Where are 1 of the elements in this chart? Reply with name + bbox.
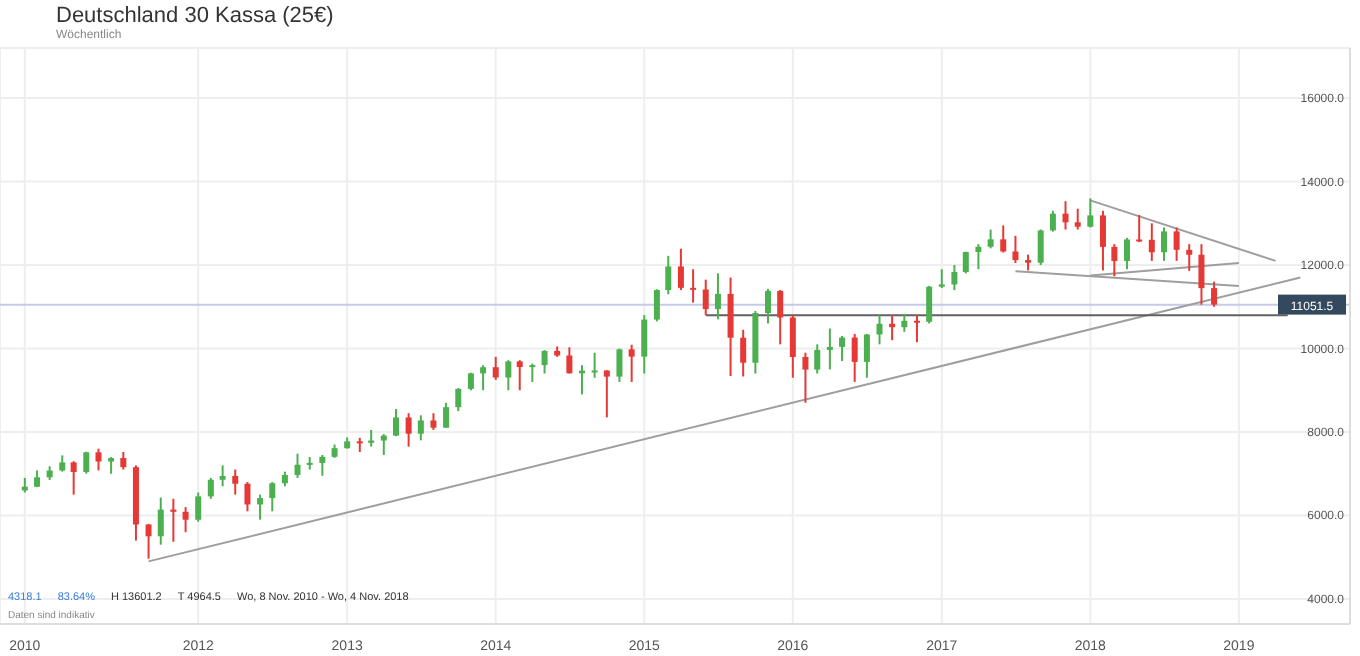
chart-title: Deutschland 30 Kassa (25€): [56, 4, 334, 28]
